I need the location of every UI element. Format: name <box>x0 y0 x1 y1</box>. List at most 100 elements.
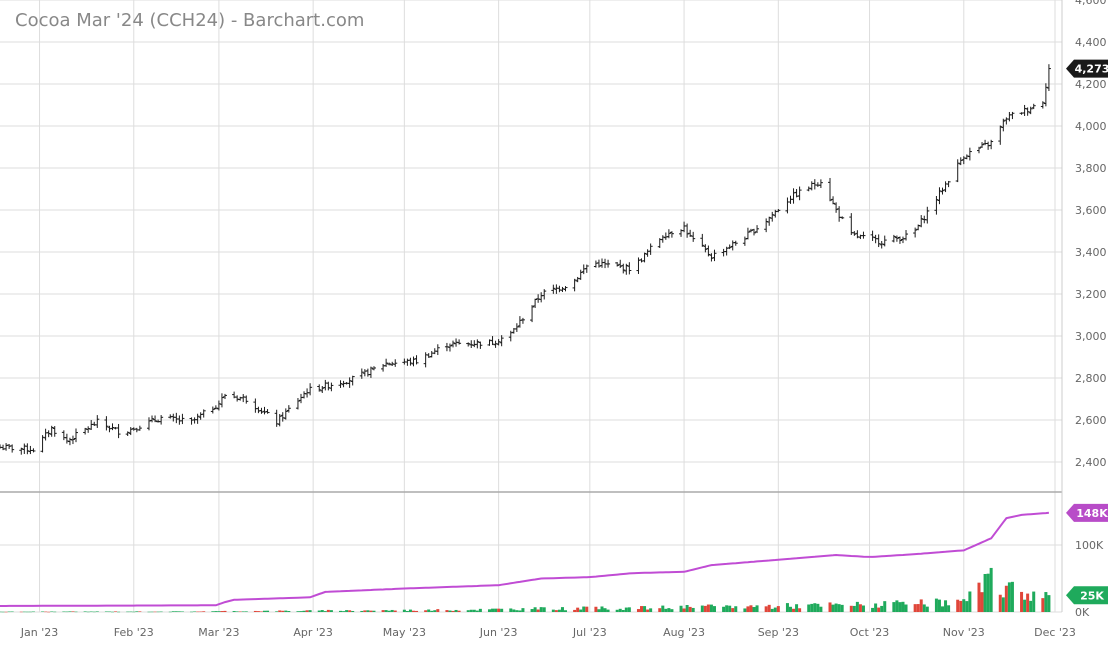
volume-bar <box>785 603 789 612</box>
volume-bar <box>919 599 923 612</box>
volume-bar <box>299 611 303 612</box>
ohlc-bar <box>958 157 963 166</box>
volume-bar <box>193 611 197 612</box>
price-tick-label: 3,200 <box>1075 288 1107 301</box>
volume-bar <box>509 608 513 612</box>
volume-bar <box>807 604 811 612</box>
volume-bar <box>478 608 482 612</box>
volume-bar <box>536 609 540 612</box>
volume-bar <box>28 611 32 613</box>
ohlc-bar <box>1031 103 1036 110</box>
ohlc-bar <box>368 366 373 378</box>
volume-bar <box>855 601 859 612</box>
volume-bar <box>603 608 607 612</box>
volume-bar <box>904 604 908 612</box>
ohlc-bar <box>253 398 258 413</box>
ohlc-bar <box>882 235 887 247</box>
volume-bar <box>430 610 434 612</box>
ohlc-bar <box>40 435 45 453</box>
volume-bar <box>861 605 865 612</box>
volume-bar <box>895 600 899 612</box>
volume-bar <box>393 610 397 612</box>
ohlc-bar <box>107 425 112 433</box>
ohlc-bar <box>682 221 687 233</box>
ohlc-bar <box>426 353 431 358</box>
volume-bar <box>266 610 270 612</box>
x-tick-label: Dec '23 <box>1034 626 1076 639</box>
ohlc-bar <box>74 428 79 443</box>
ohlc-bar <box>894 235 899 242</box>
ohlc-bar <box>201 409 206 418</box>
ohlc-bar <box>429 351 434 358</box>
ohlc-bar <box>980 142 985 148</box>
price-tick-label: 4,000 <box>1075 120 1107 133</box>
price-tick-label: 2,800 <box>1075 372 1107 385</box>
ohlc-bar <box>213 405 218 410</box>
volume-bar <box>47 611 51 613</box>
volume-bar <box>1023 599 1027 612</box>
volume-bar <box>497 608 501 612</box>
volume-bar <box>284 610 288 612</box>
volume-bar <box>998 594 1002 612</box>
volume-bar <box>491 608 495 612</box>
volume-bar <box>177 611 181 612</box>
volume-bar <box>1041 598 1045 612</box>
volume-bar <box>107 611 111 613</box>
volume-bar <box>408 609 412 612</box>
ohlc-bar <box>809 181 814 191</box>
volume-bar <box>600 606 604 612</box>
grid-lines <box>0 0 1062 613</box>
volume-bar <box>688 606 692 612</box>
ohlc-bar <box>235 395 240 402</box>
ohlc-bar <box>493 340 498 348</box>
volume-bar <box>168 611 172 613</box>
price-tick-label: 4,200 <box>1075 78 1107 91</box>
volume-bar <box>530 609 534 612</box>
ohlc-bar <box>514 323 519 332</box>
ohlc-bar <box>998 125 1003 145</box>
volume-bar <box>615 609 619 612</box>
volume-bar <box>560 607 564 612</box>
volume-bar <box>500 608 504 612</box>
volume-bar <box>390 609 394 612</box>
volume-bar <box>244 611 248 612</box>
x-tick-label: Mar '23 <box>198 626 239 639</box>
open-interest-tag: 148K <box>1066 503 1108 522</box>
volume-bar <box>7 611 11 613</box>
volume-bar <box>305 610 309 612</box>
ohlc-bar <box>0 444 2 449</box>
x-tick-label: Oct '23 <box>850 626 890 639</box>
volume-bar <box>533 607 537 612</box>
volume-bar <box>65 611 69 613</box>
volume-tick-label: 0K <box>1075 606 1090 619</box>
volume-bar <box>934 598 938 612</box>
volume-bar <box>989 567 993 612</box>
x-tick-label: Apr '23 <box>293 626 333 639</box>
volume-bar <box>956 599 960 612</box>
volume-bar <box>937 599 941 612</box>
volume-bar <box>986 573 990 612</box>
ohlc-bar <box>49 425 54 437</box>
ohlc-bar <box>1028 106 1033 115</box>
volume-bar <box>749 605 753 612</box>
ohlc-bar <box>642 252 647 263</box>
volume-bar <box>712 606 716 612</box>
ohlc-bar <box>362 369 367 377</box>
volume-bar <box>898 602 902 612</box>
volume-bar <box>539 607 543 612</box>
ohlc-bar <box>752 228 757 236</box>
volume-bar <box>734 606 738 612</box>
ohlc-bar <box>499 335 504 347</box>
ohlc-bar <box>530 305 535 323</box>
volume-bar <box>691 607 695 612</box>
volume-tick-label: 100K <box>1075 539 1104 552</box>
ohlc-bar <box>818 179 823 189</box>
ohlc-bar <box>7 443 12 449</box>
ohlc-bar <box>840 216 845 220</box>
volume-bar <box>0 611 2 613</box>
volume-bar <box>621 609 625 612</box>
ohlc-bar <box>578 269 583 280</box>
volume-bar <box>89 611 93 613</box>
volume-bar <box>256 611 260 612</box>
